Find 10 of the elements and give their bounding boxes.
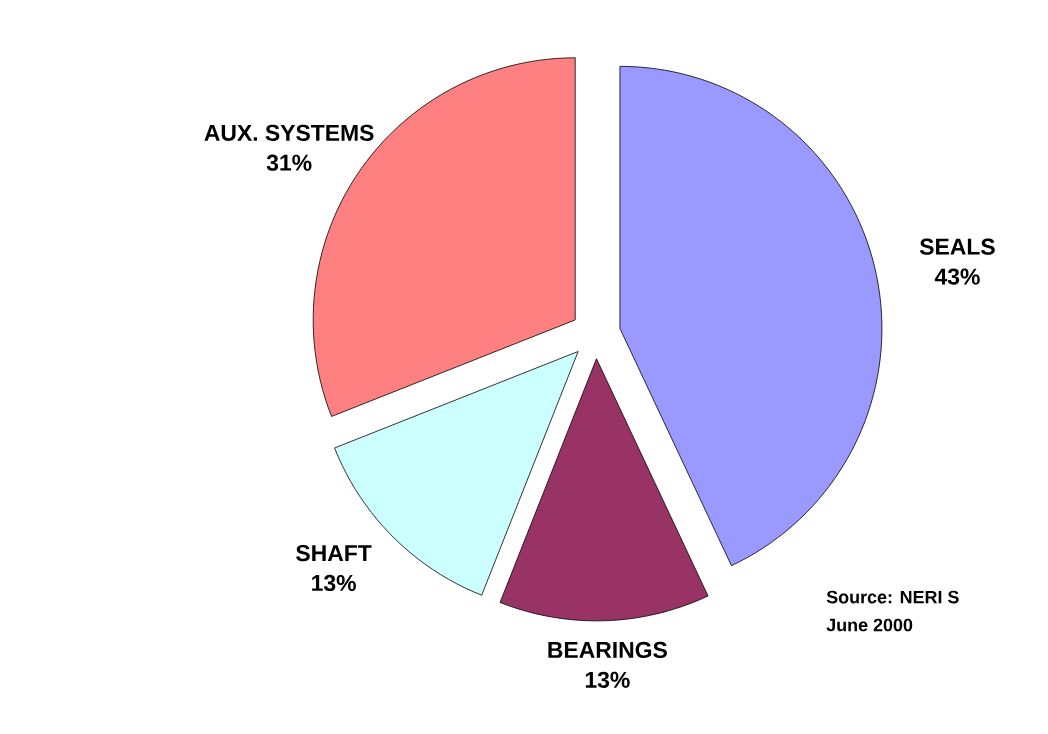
slice-label: BEARINGS [548, 641, 667, 659]
slice-label: AUX. SYSTEMS [204, 124, 374, 141]
text: June 2000 [826, 618, 913, 632]
data-label: 13% [312, 574, 356, 592]
data-label: 43% [934, 268, 980, 285]
data-label: 31% [266, 154, 312, 171]
data-label: 13% [585, 671, 630, 688]
slice-label: SHAFT [296, 544, 372, 562]
source-note: Source: NERI S [826, 590, 959, 604]
slice-label: SEALS [919, 238, 995, 255]
